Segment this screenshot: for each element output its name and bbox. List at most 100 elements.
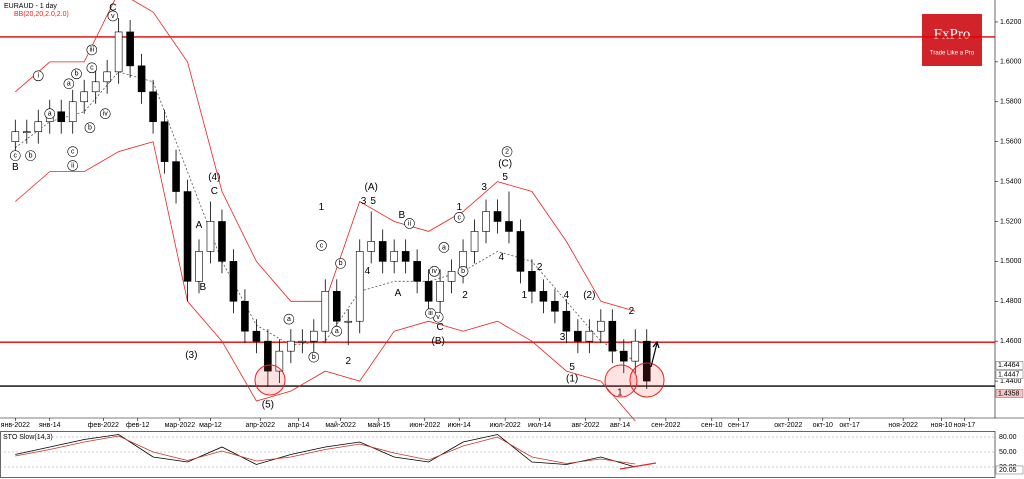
wave-label: 5 — [569, 362, 575, 373]
candle-body — [378, 241, 387, 262]
annotation-circle — [25, 150, 36, 161]
annotation-circle — [457, 266, 469, 277]
wave-label: c — [14, 152, 18, 159]
y-tick-label: 1.5600 — [1000, 139, 1022, 146]
x-tick-label: апр-2022 — [245, 422, 275, 429]
x-tick-label: сен-17 — [728, 422, 749, 429]
annotation-circle — [283, 313, 295, 325]
highlight-circle — [254, 364, 286, 396]
wave-label: 4 — [365, 266, 371, 277]
wave-label: 3 — [361, 196, 367, 207]
x-tick-label: фев-2022 — [88, 422, 119, 429]
wave-label: (4) — [208, 172, 220, 183]
candle-body — [160, 121, 169, 162]
annotation-circle — [86, 44, 98, 56]
wave-label: 2 — [345, 356, 351, 367]
wave-label: 2 — [629, 306, 635, 317]
candle-body — [505, 221, 513, 232]
annotation-circle — [99, 108, 111, 120]
indicator-line — [15, 141, 636, 422]
candle-body — [401, 251, 410, 262]
annotation-circle — [429, 266, 440, 277]
wave-label: B — [398, 210, 405, 221]
annotation-circle — [316, 240, 327, 251]
wave-label: (C) — [498, 158, 512, 169]
wave-label: (1) — [566, 374, 578, 385]
candle-body — [57, 111, 66, 123]
annotation-circle — [84, 122, 96, 134]
oscillator-tick-label: 80.00 — [999, 434, 1017, 441]
annotation-circle — [107, 10, 119, 22]
candle-body — [264, 340, 272, 372]
x-tick-label: июл-2022 — [490, 422, 521, 429]
wave-label: B — [12, 162, 19, 173]
candle-body — [206, 221, 215, 252]
wave-label: b — [312, 354, 316, 361]
wave-label: ii — [71, 162, 75, 169]
wave-label: v — [111, 13, 115, 20]
annotation-circle — [67, 146, 79, 157]
annotation-circle — [71, 68, 82, 80]
candle-body — [551, 300, 559, 312]
logo-tagline: Trade Like a Pro — [930, 51, 975, 57]
candle-body — [241, 300, 249, 332]
candle-body — [619, 350, 628, 362]
wave-label: b — [339, 260, 343, 267]
candle-body — [642, 340, 651, 382]
wave-label: 4 — [564, 290, 570, 301]
price-tag — [995, 361, 1024, 370]
x-tick-label: авг-14 — [610, 422, 630, 429]
candle-body — [172, 161, 180, 192]
wave-label: b — [75, 71, 79, 78]
wave-label: a — [335, 328, 339, 335]
oscillator-panel — [0, 431, 996, 478]
candle-body — [528, 271, 536, 292]
x-tick-label: июн-2022 — [409, 422, 440, 429]
x-tick-label: окт-17 — [839, 422, 859, 429]
annotation-circle — [404, 218, 415, 229]
x-tick-label: июл-14 — [528, 422, 551, 429]
candle-body — [597, 320, 605, 332]
annotation-circle — [44, 108, 56, 120]
annotation-circle — [63, 78, 75, 90]
annotation-circle — [335, 258, 346, 269]
wave-label: 5 — [502, 172, 508, 183]
candle-body — [114, 31, 123, 73]
wave-label: C — [109, 3, 116, 14]
annotation-circle — [331, 325, 343, 337]
logo-brand: FxPro — [934, 26, 971, 42]
wave-label: C — [211, 186, 218, 197]
annotation-circle — [425, 307, 436, 319]
wave-label: iii — [428, 310, 433, 317]
x-tick-label: мар-12 — [199, 422, 222, 429]
candle-body — [482, 211, 490, 232]
wave-label: c — [457, 214, 461, 221]
x-tick-label: сен-10 — [701, 422, 722, 429]
candle-body — [608, 320, 617, 352]
candle-body — [413, 261, 421, 282]
wave-label: 2 — [537, 262, 543, 273]
wave-label: 4 — [499, 252, 505, 263]
wave-label: c — [71, 148, 75, 155]
x-tick-label: окт-2022 — [774, 422, 802, 429]
chart-subtitle: BB(20,20,2.0,2.0) — [14, 11, 69, 18]
wave-label: 1 — [617, 388, 623, 399]
candle-body — [332, 291, 341, 322]
candle-body — [11, 131, 20, 142]
candle-body — [516, 231, 525, 272]
price-tag — [995, 389, 1024, 398]
candle-body — [539, 291, 548, 302]
annotation-circle — [32, 70, 44, 82]
candle-body — [34, 121, 43, 132]
x-tick-label: ноя-10 — [931, 422, 953, 429]
annotation-circle — [67, 160, 79, 171]
y-tick-label: 1.5800 — [1000, 99, 1022, 106]
wave-label: C — [436, 322, 443, 333]
wave-label: (B) — [432, 336, 445, 347]
y-tick-label: 1.4400 — [1000, 378, 1022, 385]
price-tag-label: 1.4447 — [998, 372, 1020, 379]
candle-body — [137, 65, 146, 93]
